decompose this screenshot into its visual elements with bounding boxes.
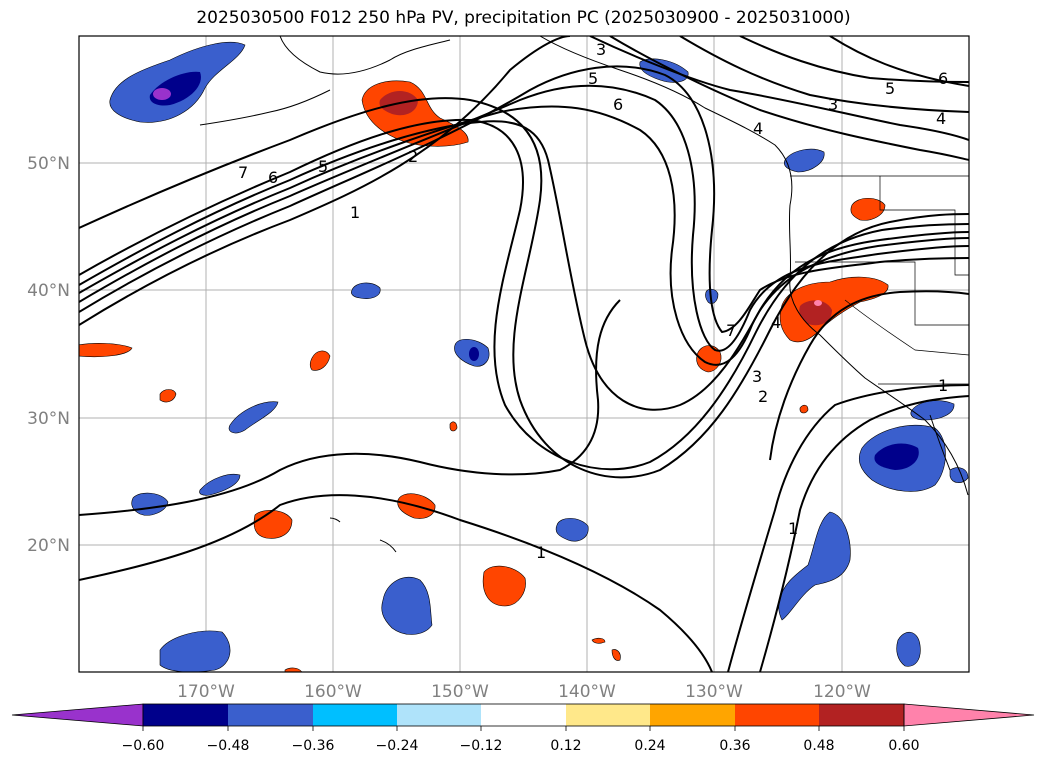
colorbar-segment — [228, 704, 313, 726]
latitude-labels: 50°N 40°N 30°N 20°N — [27, 154, 70, 556]
borders — [790, 175, 969, 385]
longitude-labels: 170°W 160°W 150°W 140°W 130°W 120°W — [177, 682, 871, 702]
lat-label-40n: 40°N — [27, 281, 70, 301]
colorbar-segment — [143, 704, 228, 726]
colorbar-frame — [142, 703, 905, 727]
colorbar-segment — [397, 704, 481, 726]
lon-label-170w: 170°W — [177, 682, 235, 702]
lon-label-160w: 160°W — [304, 682, 362, 702]
colorbar-ticks — [142, 726, 905, 731]
colorbar-segment — [481, 704, 566, 726]
lon-label-120w: 120°W — [813, 682, 871, 702]
contour-label: 7 — [238, 163, 248, 182]
colorbar-tick-label: 0.60 — [888, 738, 919, 754]
colorbar-tick-label: −0.48 — [207, 738, 250, 754]
contour-label: 4 — [936, 109, 946, 128]
contour-label: 6 — [268, 168, 278, 187]
colorbar-extend-high — [903, 703, 1035, 727]
colorbar-tick-label: 0.24 — [634, 738, 665, 754]
colorbar-tick-label: −0.12 — [460, 738, 503, 754]
colorbar-segment — [735, 704, 819, 726]
contour-label: 1 — [350, 203, 360, 222]
colorbar-tick-label: −0.60 — [122, 738, 165, 754]
contour-label: 2 — [758, 387, 768, 406]
colorbar: −0.60 −0.48 −0.36 −0.24 −0.12 0.12 0.24 … — [11, 703, 1035, 754]
pv-contours — [79, 36, 969, 672]
lat-label-50n: 50°N — [27, 154, 70, 174]
precip-negative-areas — [109, 42, 969, 672]
colorbar-segment — [819, 704, 904, 726]
lon-label-140w: 140°W — [558, 682, 616, 702]
lat-label-30n: 30°N — [27, 409, 70, 429]
contour-label: 1 — [788, 519, 798, 538]
contour-label: 3 — [596, 40, 606, 59]
lat-label-20n: 20°N — [27, 536, 70, 556]
contour-label: 5 — [588, 69, 598, 88]
colorbar-segment — [313, 704, 397, 726]
colorbar-segment — [650, 704, 735, 726]
contour-label: 4 — [753, 119, 763, 138]
plot-frame — [78, 35, 970, 673]
colorbar-tick-label: 0.48 — [803, 738, 834, 754]
contour-labels: 7 6 5 2 1 3 5 6 4 3 5 6 4 7 4 3 2 1 1 1 — [238, 40, 948, 562]
colorbar-segment — [566, 704, 650, 726]
colorbar-tick-label: −0.24 — [376, 738, 419, 754]
colorbar-tick-label: −0.36 — [292, 738, 335, 754]
contour-label: 6 — [613, 95, 623, 114]
contour-label: 3 — [752, 367, 762, 386]
contour-label: 7 — [726, 321, 736, 340]
contour-label: 1 — [938, 376, 948, 395]
lon-label-130w: 130°W — [685, 682, 743, 702]
contour-label: 6 — [938, 69, 948, 88]
contour-label: 5 — [318, 157, 328, 176]
contour-label: 3 — [828, 95, 838, 114]
contour-label: 4 — [771, 313, 781, 332]
lon-label-150w: 150°W — [431, 682, 489, 702]
colorbar-tick-label: 0.36 — [719, 738, 750, 754]
colorbar-tick-label: 0.12 — [550, 738, 581, 754]
contour-label: 2 — [408, 147, 418, 166]
map-title: 2025030500 F012 250 hPa PV, precipitatio… — [196, 8, 851, 28]
contour-label: 5 — [885, 79, 895, 98]
colorbar-extend-low — [11, 703, 144, 727]
contour-label: 1 — [536, 543, 546, 562]
